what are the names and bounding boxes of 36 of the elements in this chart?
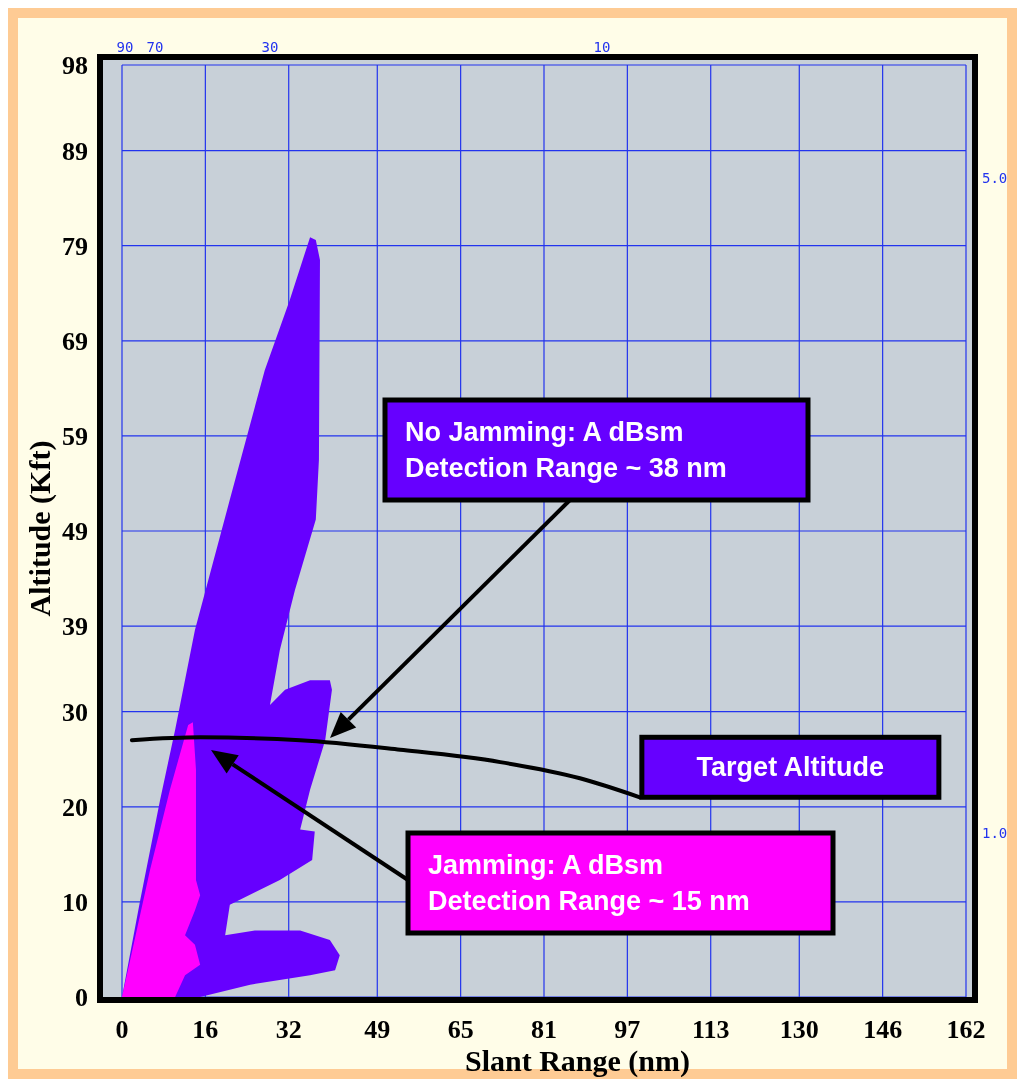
y-tick-label: 10 xyxy=(62,887,88,917)
y-tick-label: 59 xyxy=(62,421,88,451)
x-tick-label: 65 xyxy=(447,1015,474,1044)
line-series xyxy=(129,735,642,800)
x-tick-label: 162 xyxy=(946,1015,986,1044)
x-tick-label: 146 xyxy=(863,1015,903,1044)
y-tick-label: 89 xyxy=(62,136,88,166)
x-tick-label: 130 xyxy=(779,1015,819,1044)
x-axis-title: Slant Range (nm) xyxy=(464,1044,691,1078)
annotation: Target Altitude xyxy=(696,752,885,783)
x-tick-label: 49 xyxy=(364,1015,391,1044)
annotation: No Jamming: A dBsm Detection Range ~ 38 nm xyxy=(405,417,727,483)
callout: Target Altitude xyxy=(639,734,942,800)
y-tick-label: 30 xyxy=(62,697,88,727)
x-tick-label: 81 xyxy=(531,1015,557,1044)
text: 10 xyxy=(593,39,611,55)
y-axis-title: Altitude (Kft) xyxy=(23,440,57,617)
x-tick-label: 32 xyxy=(275,1015,302,1044)
x-tick-label: 113 xyxy=(691,1015,730,1044)
text: 30 xyxy=(261,39,279,55)
text: 90 xyxy=(116,39,134,55)
text: 5.0 xyxy=(982,170,1008,186)
text: 1.0 xyxy=(982,825,1008,841)
x-tick-label: 0 xyxy=(115,1015,129,1044)
y-tick-label: 20 xyxy=(62,792,88,822)
y-tick-label: 49 xyxy=(62,517,88,546)
y-tick-label: 39 xyxy=(62,612,88,642)
y-tick-label: 79 xyxy=(62,231,88,261)
y-tick-label: 0 xyxy=(75,983,88,1012)
callout: No Jamming: A dBsm Detection Range ~ 38 nm xyxy=(330,397,811,738)
annotation: Jamming: A dBsm Detection Range ~ 15 nm xyxy=(428,850,750,916)
y-tick-label: 69 xyxy=(62,326,88,356)
y-tick-label: 98 xyxy=(62,51,88,80)
text: 70 xyxy=(146,39,164,55)
x-tick-label: 16 xyxy=(192,1015,219,1044)
x-tick-label: 97 xyxy=(614,1015,641,1044)
